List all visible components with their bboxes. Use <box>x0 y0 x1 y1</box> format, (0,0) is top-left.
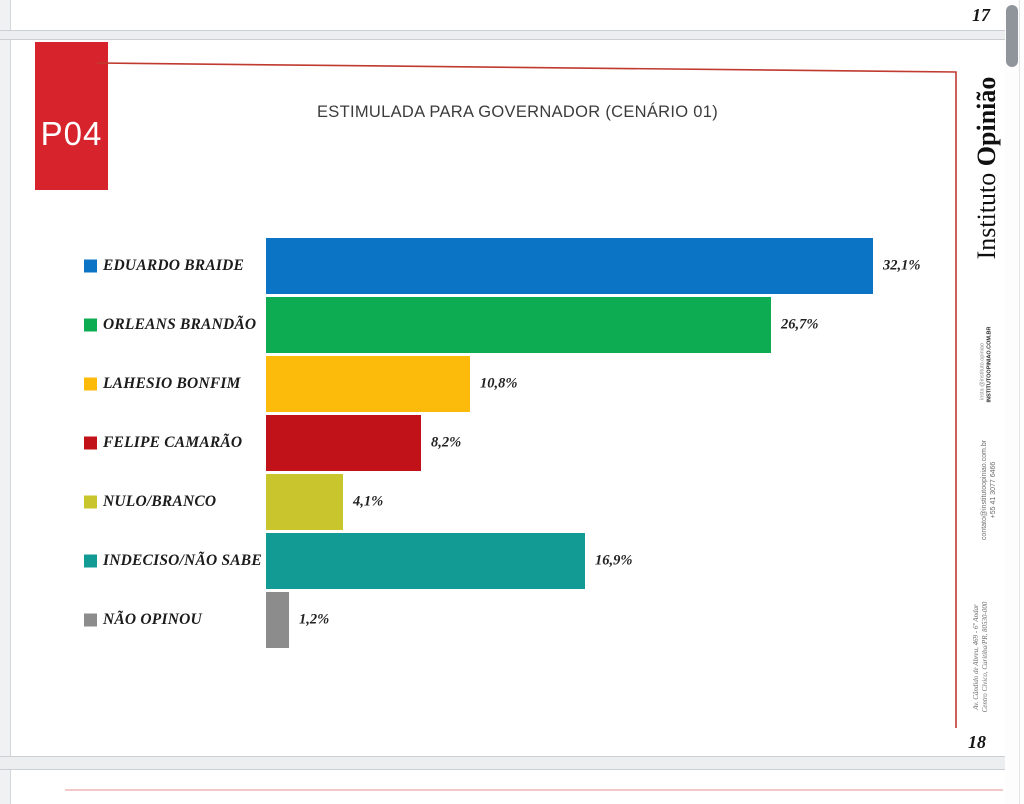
brand-address-line2: Centro Cívico, Curitiba/PR, 80530-000 <box>980 601 989 713</box>
brand-logo: Instituto Opinião <box>966 70 1008 266</box>
brand-address-block: Av. Cândido de Abreu, 469 - 6º Andar Cen… <box>972 583 990 731</box>
chart-row: EDUARDO BRAIDE 32,1% <box>11 238 1006 294</box>
page-separator-bottom <box>0 756 1024 770</box>
bar-value-label: 1,2% <box>299 611 330 628</box>
legend-swatch <box>84 377 97 391</box>
page-19-top-edge <box>10 770 1005 804</box>
page-18-slide: P04 ESTIMULADA PARA GOVERNADOR (CENÁRIO … <box>10 40 1005 756</box>
chart-row: NÃO OPINOU 1,2% <box>11 592 1006 648</box>
chart-row: ORLEANS BRANDÃO 26,7% <box>11 297 1006 353</box>
bar <box>266 474 343 530</box>
brand-address-line1: Av. Cândido de Abreu, 469 - 6º Andar <box>972 604 980 710</box>
chart-row: NULO/BRANCO 4,1% <box>11 474 1006 530</box>
bar-value-label: 26,7% <box>781 316 819 333</box>
legend-swatch <box>84 259 97 273</box>
legend-label: NULO/BRANCO <box>103 493 217 510</box>
bar <box>266 356 470 412</box>
bar-chart: EDUARDO BRAIDE 32,1% ORLEANS BRANDÃO 26,7% L… <box>11 238 1006 651</box>
legend-swatch <box>84 554 97 568</box>
legend-swatch <box>84 318 97 332</box>
bar-value-label: 32,1% <box>883 257 921 274</box>
bar-value-label: 4,1% <box>353 493 384 510</box>
bar <box>266 238 873 294</box>
bar-value-label: 16,9% <box>595 552 633 569</box>
viewer-right-edge <box>1019 0 1020 804</box>
legend-label: EDUARDO BRAIDE <box>103 257 245 274</box>
legend-swatch <box>84 436 97 450</box>
scrollbar-thumb[interactable] <box>1006 5 1018 67</box>
legend-label: ORLEANS BRANDÃO <box>103 316 257 333</box>
chart-row: INDECISO/NÃO SABE 16,9% <box>11 533 1006 589</box>
brand-email: contato@institutoopiniao.com.br <box>981 439 988 541</box>
slide-title: ESTIMULADA PARA GOVERNADOR (CENÁRIO 01) <box>316 103 719 121</box>
chart-row: LAHESIO BONFIM 10,8% <box>11 356 1006 412</box>
brand-website: INSTITUTOOPINIAO.COM.BR <box>986 326 993 403</box>
chart-row: FELIPE CAMARÃO 8,2% <box>11 415 1006 471</box>
bar-value-label: 10,8% <box>480 375 518 392</box>
bar <box>266 297 771 353</box>
legend-label: INDECISO/NÃO SABE <box>103 552 262 569</box>
question-tag-label: P04 <box>40 115 103 152</box>
brand-social-handle: insta @instituto.opiniao <box>979 343 986 400</box>
brand-social-block: insta @instituto.opiniao INSTITUTOOPINIA… <box>979 326 999 403</box>
brand-word-instituto: Instituto <box>972 172 1001 260</box>
page-17-bottom-edge <box>10 0 1005 31</box>
brand-contact-block: contato@institutoopiniao.com.br +55 41 3… <box>981 420 999 560</box>
legend-swatch <box>84 613 97 627</box>
page-number-previous: 17 <box>972 5 990 25</box>
bar <box>266 533 585 589</box>
brand-phone: +55 41 3077 6466 <box>989 461 997 519</box>
legend-label: LAHESIO BONFIM <box>103 375 241 392</box>
legend-swatch <box>84 495 97 509</box>
bar-value-label: 8,2% <box>431 434 462 451</box>
page-separator-top <box>0 30 1024 40</box>
bar <box>266 592 289 648</box>
bar <box>266 415 421 471</box>
question-tag-badge: P04 <box>35 42 108 190</box>
brand-word-opiniao: Opinião <box>972 76 1001 167</box>
legend-label: FELIPE CAMARÃO <box>103 434 243 451</box>
page-number-current: 18 <box>968 732 986 752</box>
legend-label: NÃO OPINOU <box>103 611 202 628</box>
